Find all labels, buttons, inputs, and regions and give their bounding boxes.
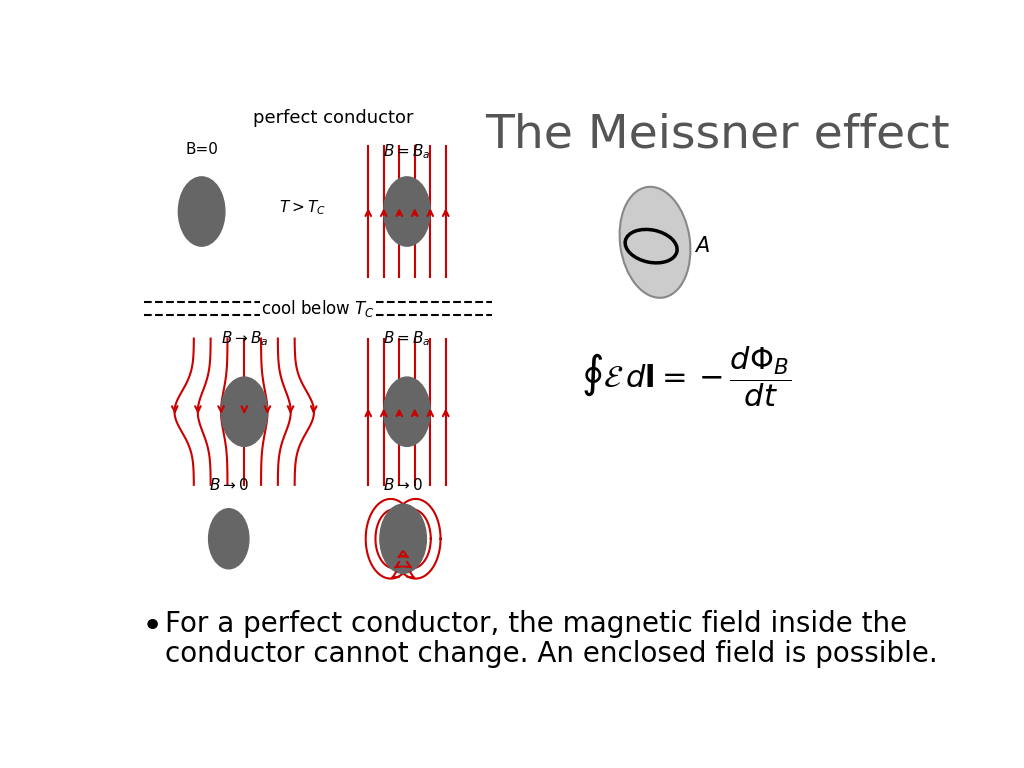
- Text: $B\rightarrow 0$: $B\rightarrow 0$: [383, 477, 423, 493]
- Text: For a perfect conductor, the magnetic field inside the: For a perfect conductor, the magnetic fi…: [165, 610, 907, 637]
- Text: $\oint \mathcal{E}\,d\mathbf{l} = -\dfrac{d\Phi_B}{dt}$: $\oint \mathcal{E}\,d\mathbf{l} = -\dfra…: [581, 345, 792, 409]
- Ellipse shape: [221, 377, 267, 446]
- Text: $B=B_a$: $B=B_a$: [383, 142, 431, 161]
- Ellipse shape: [384, 177, 430, 247]
- Text: $T>T_C$: $T>T_C$: [280, 198, 326, 217]
- Ellipse shape: [178, 177, 225, 247]
- Text: conductor cannot change. An enclosed field is possible.: conductor cannot change. An enclosed fie…: [165, 641, 938, 668]
- Text: perfect conductor: perfect conductor: [253, 109, 414, 127]
- Ellipse shape: [380, 504, 426, 574]
- Text: cool below $T_C$: cool below $T_C$: [261, 298, 375, 319]
- Text: •: •: [142, 610, 163, 644]
- Ellipse shape: [209, 508, 249, 569]
- Text: $B=B_a$: $B=B_a$: [383, 329, 431, 348]
- Ellipse shape: [620, 187, 690, 298]
- Text: $B\rightarrow 0$: $B\rightarrow 0$: [209, 477, 249, 493]
- Ellipse shape: [384, 377, 430, 446]
- Text: B=0: B=0: [185, 142, 218, 157]
- Text: The Meissner effect: The Meissner effect: [484, 112, 949, 157]
- Text: $B\rightarrow B_a$: $B\rightarrow B_a$: [220, 329, 268, 348]
- Text: A: A: [695, 237, 710, 257]
